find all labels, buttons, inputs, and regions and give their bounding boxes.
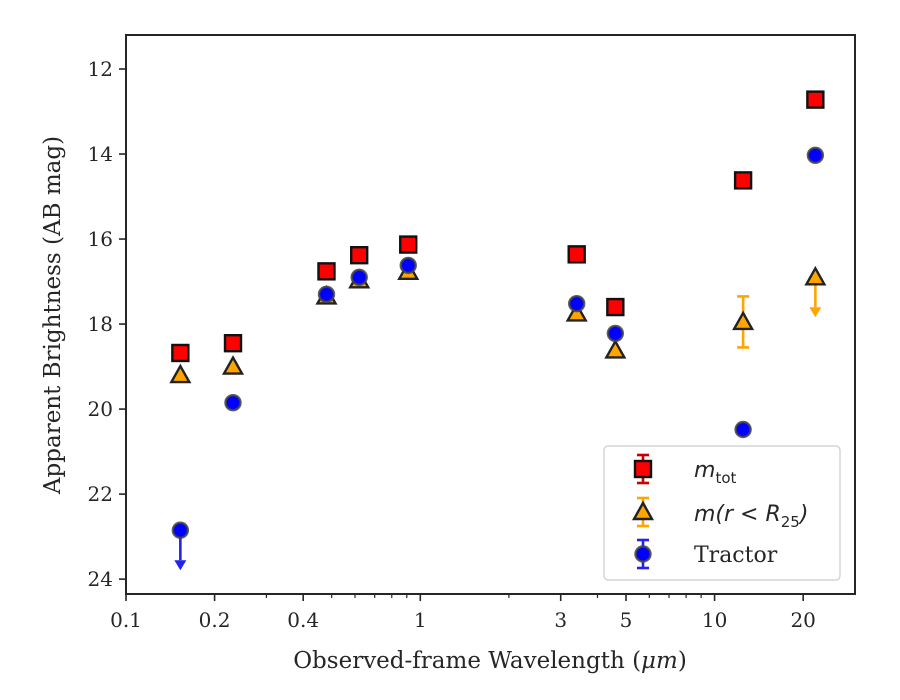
x-tick-label: 20 [790,608,815,632]
y-tick-label: 16 [88,227,113,251]
x-axis-label: Observed-frame Wavelength (μm) [293,648,687,674]
y-tick-label: 20 [88,397,113,421]
mtot-marker [171,343,190,363]
m-r25-marker [565,301,588,322]
y-tick-label: 14 [88,142,113,166]
mtot-marker [567,245,586,264]
x-tick-label: 3 [554,608,567,632]
x-tick-label: 1 [414,608,427,632]
tractor-marker [399,256,417,275]
x-tick-label: 0.2 [199,608,231,632]
upper-limit-arrowhead [809,307,822,318]
y-axis-label: Apparent Brightness (AB mag) [40,136,66,495]
legend-entry-mtot: mtot [694,458,736,487]
mtot-marker [223,333,243,353]
legend-frame [603,445,841,581]
tractor-marker [568,294,586,313]
m-r25-marker [169,363,192,384]
y-tick-label: 18 [88,312,113,336]
ticks-layer: 0.1 0.2 0.4 1 3 5 10 20 12 14 16 18 20 22 24 [88,57,816,632]
tractor-marker [606,324,625,343]
y-tick-label: 24 [88,567,113,591]
m-r25-marker [732,310,755,331]
x-tick-label: 5 [620,608,633,632]
mtot-marker [733,171,753,190]
legend-marker-m-r25 [631,500,655,521]
legend-entry-tractor: Tractor [694,543,778,568]
m-r25-marker [804,265,827,286]
mtot-marker [349,245,369,265]
mtot-marker [317,262,336,281]
x-tick-label: 10 [702,608,727,632]
plot-frame [125,34,856,595]
mtot-marker [399,235,418,254]
legend-marker-tractor [634,545,652,563]
mtot-marker [806,90,825,109]
mtot-marker [606,297,625,317]
m-r25-marker [604,338,627,359]
x-tick-label: 0.1 [110,608,142,632]
legend: mtot m(r < R25) Tractor [603,445,841,581]
m-r25-marker [221,355,245,375]
data-markers-layer [169,90,827,571]
legend-icons [631,453,655,570]
tractor-marker [806,146,825,165]
tractor-marker [317,285,336,304]
y-tick-label: 12 [88,57,113,81]
tractor-marker [224,394,242,412]
legend-entry-m-r25: m(r < R25) [694,502,808,531]
y-tick-label: 22 [88,482,113,506]
legend-marker-mtot [633,459,653,479]
tractor-marker [734,420,752,439]
upper-limit-arrowhead [174,560,187,571]
tractor-marker [171,521,190,539]
x-tick-label: 0.4 [287,608,319,632]
tractor-marker [350,268,368,287]
